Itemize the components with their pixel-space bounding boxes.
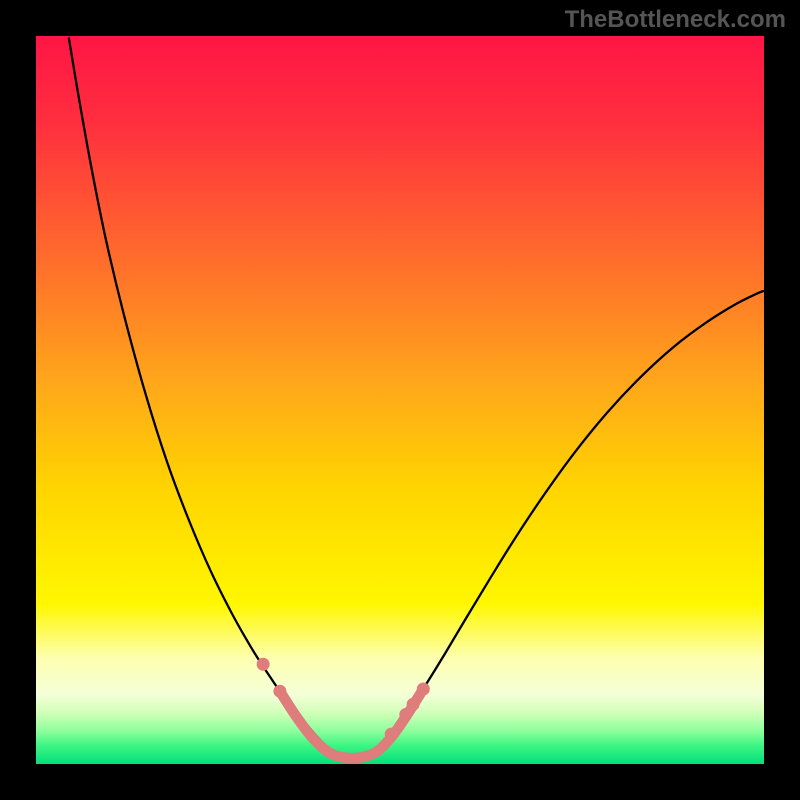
dot-left-1 bbox=[273, 685, 286, 698]
dot-right-2 bbox=[407, 698, 420, 711]
plot-area bbox=[36, 36, 764, 764]
dot-right-0 bbox=[385, 728, 398, 741]
chart-stage: TheBottleneck.com bbox=[0, 0, 800, 800]
gradient-background bbox=[36, 36, 764, 764]
dot-right-3 bbox=[417, 683, 430, 696]
dot-left-0 bbox=[257, 658, 270, 671]
watermark-text: TheBottleneck.com bbox=[565, 6, 786, 34]
bottleneck-chart bbox=[36, 36, 764, 764]
